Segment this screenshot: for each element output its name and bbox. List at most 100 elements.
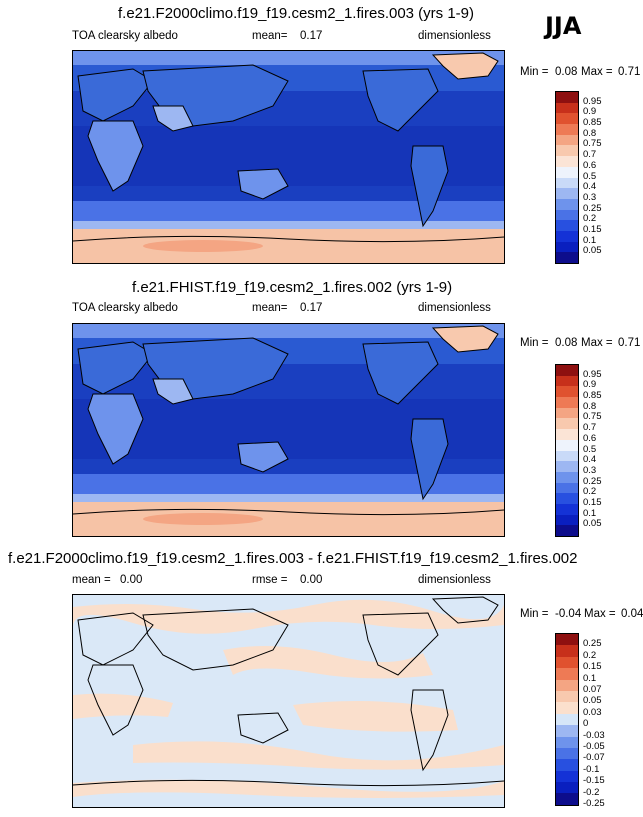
colorbar-cell: [556, 747, 578, 760]
panel1-units: dimensionless: [418, 30, 491, 42]
panel3-map-svg: [73, 595, 504, 807]
colorbar-cell: [556, 525, 578, 536]
colorbar-tick-label: 0.95: [583, 95, 602, 107]
panel1-mean-label: mean=: [252, 30, 288, 42]
colorbar-cell: [556, 482, 578, 494]
panel3-map: [72, 594, 505, 808]
colorbar-tick-label: 0.8: [583, 400, 597, 412]
colorbar-cell: [556, 793, 578, 805]
colorbar-tick-label: 0.85: [583, 390, 602, 402]
colorbar-cell: [556, 241, 578, 253]
panel2-min-label: Min =: [520, 337, 549, 349]
colorbar-cell: [556, 439, 578, 451]
colorbar-tick-label: 0.1: [583, 234, 597, 246]
colorbar-cell: [556, 450, 578, 462]
panel3-rmse-value: 0.00: [300, 574, 323, 586]
colorbar-cell: [556, 503, 578, 515]
colorbar-cell: [556, 656, 578, 669]
colorbar-tick-label: 0.2: [583, 649, 597, 661]
panel1-map-svg: [73, 51, 504, 263]
colorbar-cell: [556, 429, 578, 440]
colorbar-cell: [556, 166, 578, 178]
colorbar-cell: [556, 679, 578, 691]
colorbar-tick-label: 0.95: [583, 368, 602, 380]
colorbar-cell: [556, 461, 578, 472]
colorbar-tick-label: 0.7: [583, 422, 597, 434]
colorbar-cell: [556, 493, 578, 504]
colorbar-cell: [556, 102, 578, 114]
panel3-colorbar: [555, 633, 579, 806]
colorbar-tick-label: 0.6: [583, 159, 597, 171]
colorbar-tick-label: 0.25: [583, 638, 602, 650]
colorbar-tick-label: 0.9: [583, 106, 597, 118]
colorbar-tick-label: 0.5: [583, 170, 597, 182]
colorbar-tick-label: 0.15: [583, 496, 602, 508]
colorbar-cell: [556, 220, 578, 231]
panel3-max-label: Max =: [584, 608, 616, 620]
colorbar-tick-label: 0.6: [583, 432, 597, 444]
colorbar-cell: [556, 759, 578, 771]
colorbar-tick-label: 0.1: [583, 672, 597, 684]
panel2-title: f.e21.FHIST.f19_f19.cesm2_1.fires.002 (y…: [132, 279, 453, 296]
colorbar-tick-label: 0.05: [583, 245, 602, 257]
colorbar-tick-label: 0.3: [583, 191, 597, 203]
season-label: JJA: [545, 12, 582, 40]
panel2-mean-value: 0.17: [300, 302, 323, 314]
colorbar-tick-label: -0.2: [583, 786, 600, 798]
panel2-max-label: Max =: [581, 337, 613, 349]
colorbar-cell: [556, 782, 578, 794]
colorbar-cell: [556, 365, 578, 376]
colorbar-cell: [556, 514, 578, 526]
panel3-min-value: -0.04: [555, 608, 582, 620]
colorbar-cell: [556, 375, 578, 387]
panel2-colorbar-cells: [556, 365, 578, 536]
colorbar-cell: [556, 145, 578, 157]
colorbar-cell: [556, 230, 578, 242]
colorbar-cell: [556, 397, 578, 408]
colorbar-cell: [556, 690, 578, 703]
colorbar-cell: [556, 770, 578, 783]
colorbar-tick-label: 0.8: [583, 127, 597, 139]
panel2-max-value: 0.71: [618, 337, 641, 349]
panel2-mean-label: mean=: [252, 302, 288, 314]
colorbar-cell: [556, 407, 578, 419]
panel3-rmse-label: rmse =: [252, 574, 288, 586]
colorbar-tick-label: -0.07: [583, 752, 605, 764]
colorbar-cell: [556, 134, 578, 146]
colorbar-tick-label: -0.1: [583, 763, 600, 775]
colorbar-tick-label: 0.15: [583, 223, 602, 235]
colorbar-tick-label: 0.2: [583, 486, 597, 498]
panel3-max-value: 0.04: [621, 608, 643, 620]
colorbar-tick-label: 0.25: [583, 475, 602, 487]
panel3-mean-value: 0.00: [120, 574, 143, 586]
panel2-map-svg: [73, 324, 504, 536]
colorbar-cell: [556, 634, 578, 646]
colorbar-tick-label: -0.15: [583, 775, 605, 787]
colorbar-tick-label: 0.3: [583, 464, 597, 476]
colorbar-cell: [556, 124, 578, 135]
panel1-min-label: Min =: [520, 66, 549, 78]
colorbar-tick-label: 0.4: [583, 181, 597, 193]
colorbar-cell: [556, 645, 578, 657]
panel3-colorbar-cells: [556, 634, 578, 805]
colorbar-tick-label: 0.75: [583, 411, 602, 423]
colorbar-tick-label: 0.7: [583, 149, 597, 161]
colorbar-cell: [556, 713, 578, 726]
panel2-map: [72, 323, 505, 537]
panel1-variable-label: TOA clearsky albedo: [72, 30, 178, 42]
panel1-colorbar-cells: [556, 92, 578, 263]
colorbar-cell: [556, 188, 578, 199]
colorbar-tick-label: 0.75: [583, 138, 602, 150]
colorbar-tick-label: 0.05: [583, 695, 602, 707]
colorbar-cell: [556, 177, 578, 189]
panel1-max-label: Max =: [581, 66, 613, 78]
colorbar-cell: [556, 252, 578, 263]
colorbar-tick-label: -0.05: [583, 741, 605, 752]
colorbar-cell: [556, 92, 578, 103]
panel1-map: [72, 50, 505, 264]
panel1-colorbar: [555, 91, 579, 264]
colorbar-tick-label: 0.25: [583, 202, 602, 214]
panel3-mean-label: mean =: [72, 574, 111, 586]
panel1-title: f.e21.F2000climo.f19_f19.cesm2_1.fires.0…: [118, 5, 475, 22]
panel1-mean-value: 0.17: [300, 30, 323, 42]
